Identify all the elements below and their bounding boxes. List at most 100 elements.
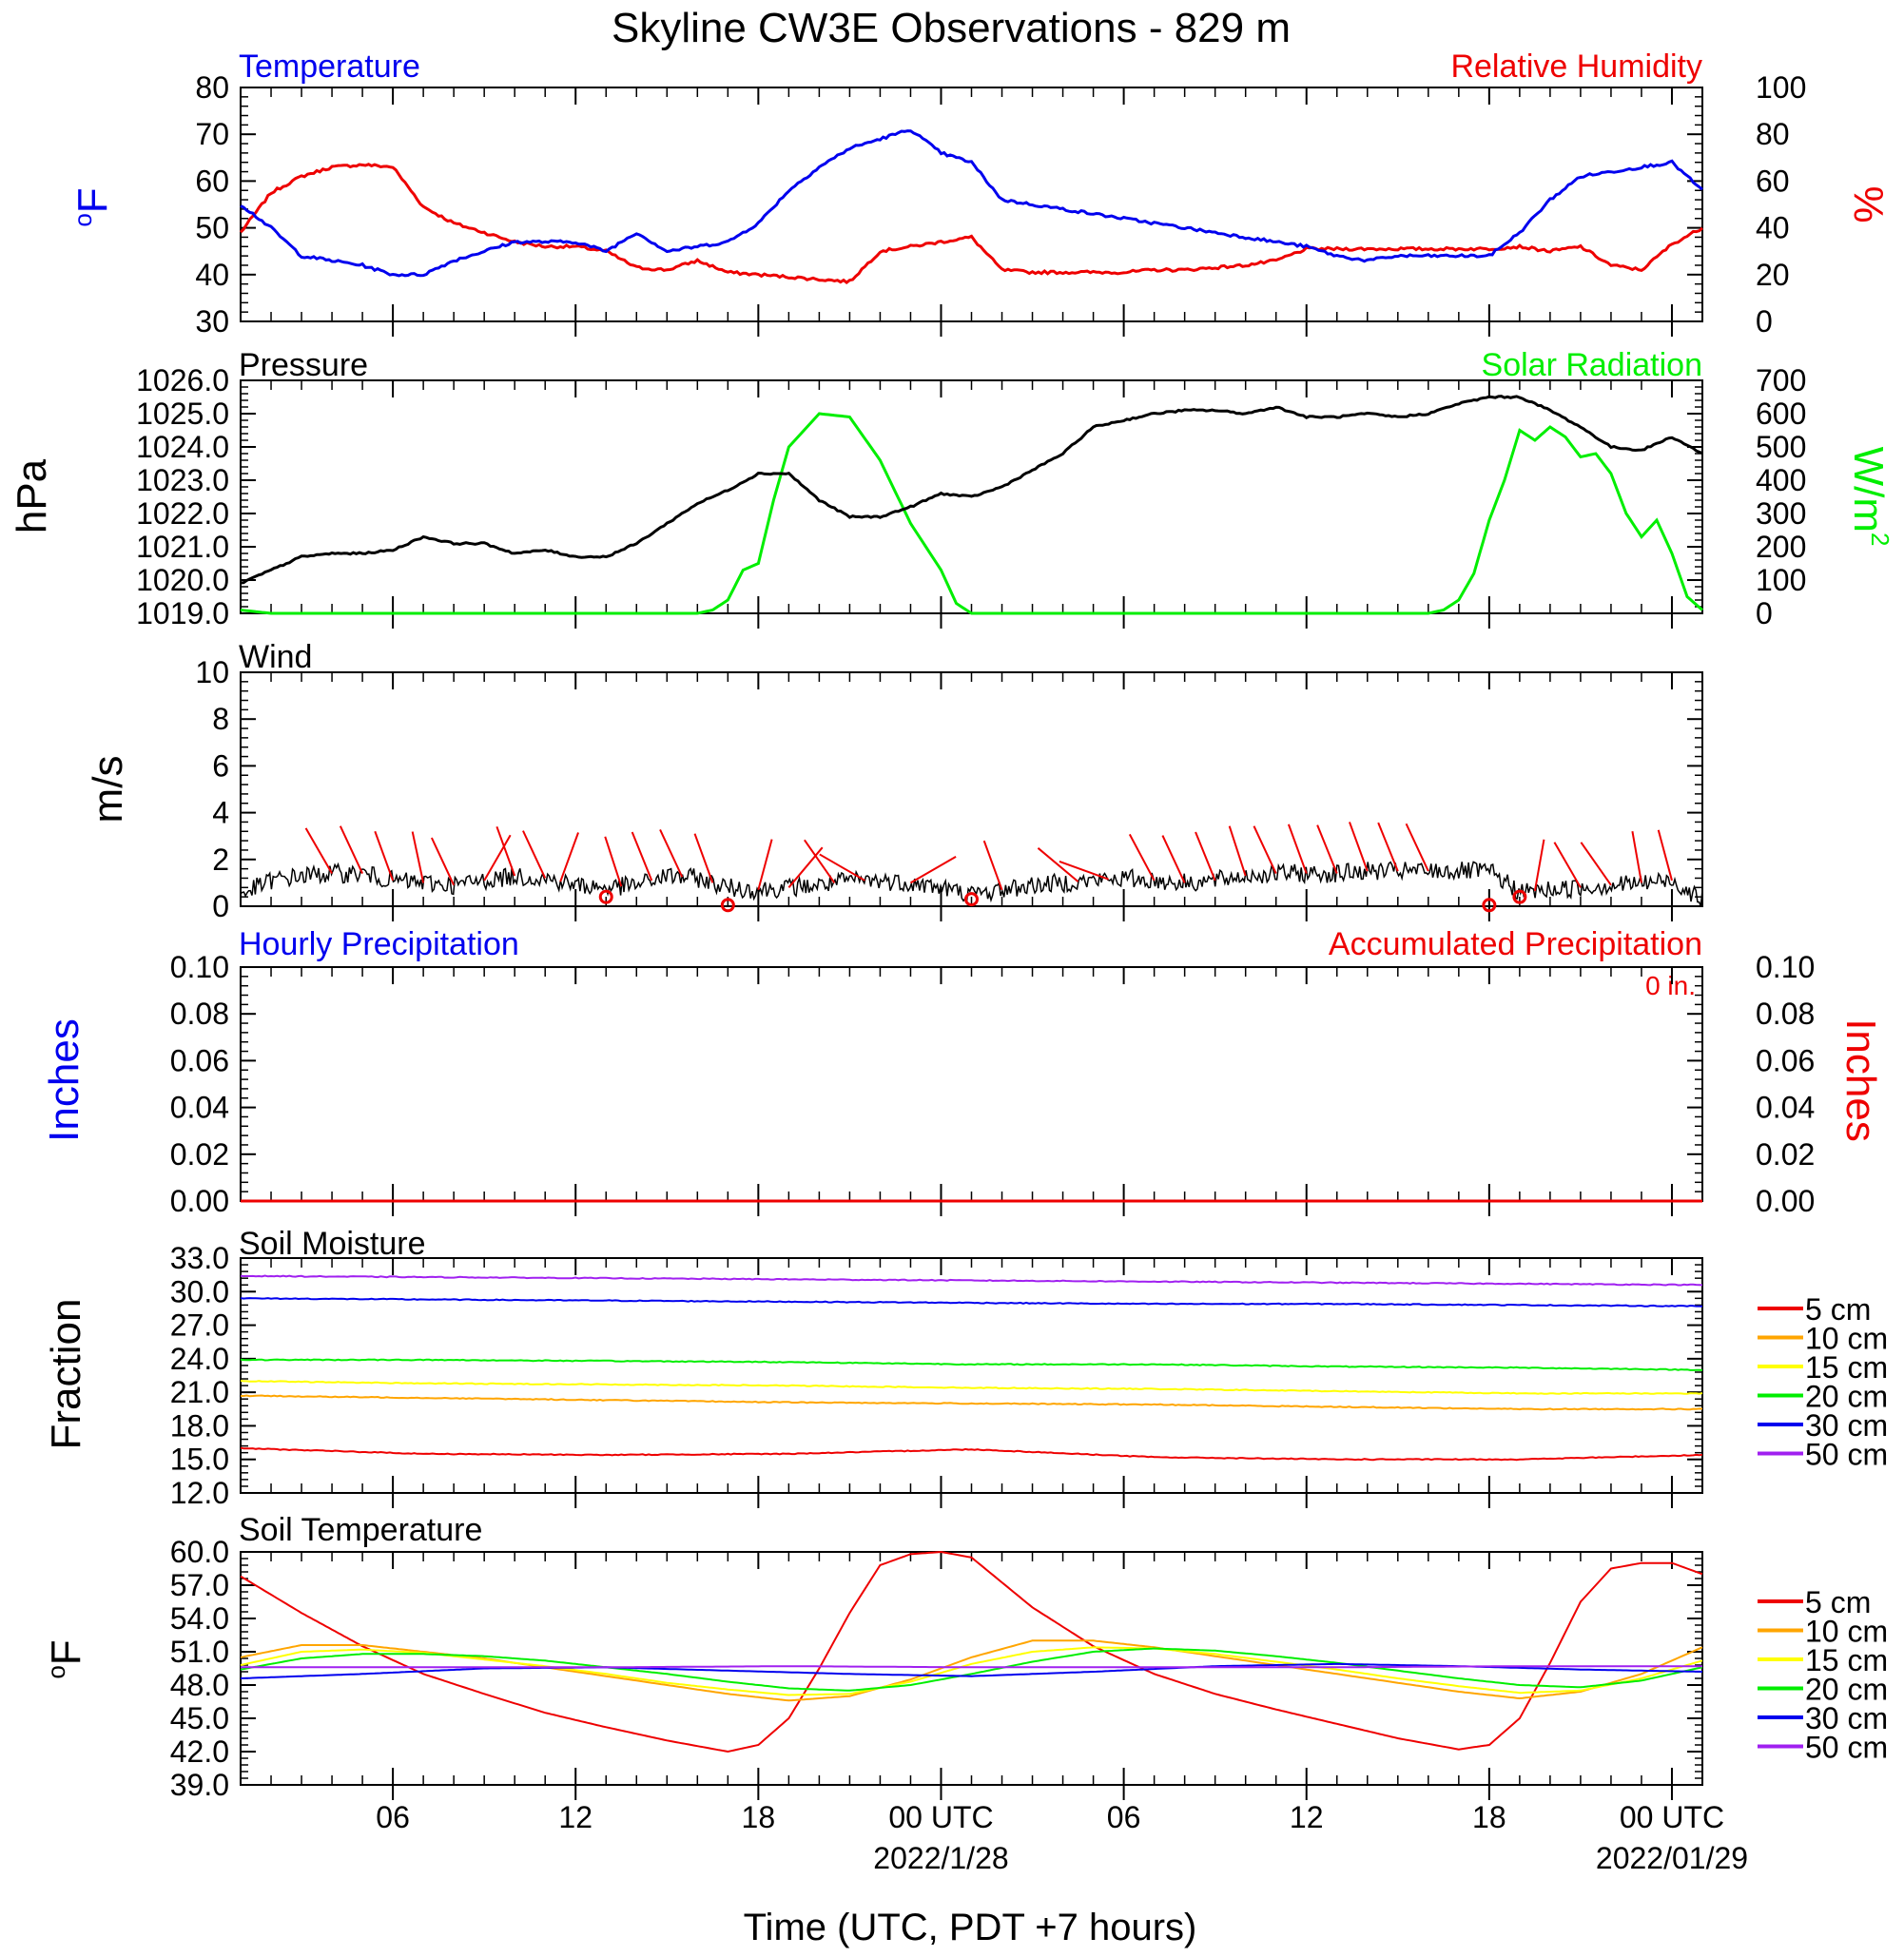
soil-temperature-series-line <box>240 1550 1703 1754</box>
soil-moisture-left-tick-label: 27.0 <box>170 1308 229 1343</box>
precipitation-left-tick-label: 0.00 <box>170 1184 229 1218</box>
wind-barb <box>909 856 957 884</box>
soil-moisture-left-tick-label: 21.0 <box>170 1375 229 1409</box>
pressure-title: Pressure <box>239 347 368 383</box>
temp-humidity-left-tick-label: 50 <box>195 211 229 245</box>
legend-label: 20 cm <box>1805 1673 1888 1707</box>
wind-barb <box>631 831 653 882</box>
soil-moisture-series-line <box>240 1446 1703 1462</box>
x-tick-label: 12 <box>1290 1800 1324 1834</box>
soil-temperature-left-tick-label: 60.0 <box>170 1535 229 1569</box>
soil-temperature-series-line <box>241 1665 1702 1669</box>
unit-degree-mark: o <box>42 1665 70 1678</box>
soil-temperature-frame <box>240 1551 1703 1786</box>
wind-barb <box>1228 825 1247 877</box>
legend-label: 50 cm <box>1805 1731 1888 1765</box>
legend-label: 5 cm <box>1805 1585 1871 1619</box>
svg-text:Fraction: Fraction <box>43 1299 89 1450</box>
soil-temperature-title: Soil Temperature <box>239 1512 482 1548</box>
humidity-title: Relative Humidity <box>1450 48 1702 85</box>
unit-superscript: 2 <box>1866 533 1894 546</box>
wind-barb <box>1349 822 1369 872</box>
wind-barb <box>1631 831 1642 883</box>
wind-barb <box>1059 860 1109 881</box>
wind-frame <box>240 671 1703 907</box>
legend-label: 10 cm <box>1805 1615 1888 1649</box>
x-axis-label: Time (UTC, PDT +7 hours) <box>744 1907 1197 1948</box>
wind-barb <box>1128 833 1156 882</box>
wind-unit: m/s <box>85 756 131 823</box>
wind-barb <box>1195 831 1216 882</box>
precipitation-panel: Hourly Precipitation Accumulated Precipi… <box>41 926 1884 1218</box>
wind-barb <box>339 825 363 874</box>
temp-humidity-right-tick-label: 80 <box>1756 117 1790 151</box>
soil-temperature-unit: oF <box>42 1639 89 1678</box>
wind-barb <box>1287 823 1308 874</box>
accum-precip-title: Accumulated Precipitation <box>1329 926 1702 962</box>
humidity-unit: % <box>1845 185 1892 223</box>
wind-barb <box>819 853 865 882</box>
wind-barb <box>787 846 824 888</box>
wind-barb <box>1377 822 1399 872</box>
x-tick-label: 06 <box>376 1800 410 1834</box>
hourly-precip-title: Hourly Precipitation <box>239 926 519 962</box>
pressure-solar-right-tick-label: 0 <box>1756 596 1773 630</box>
unit-base: W/m <box>1845 447 1892 533</box>
precipitation-left-tick-label: 0.10 <box>170 950 229 984</box>
temp-humidity-right-tick-label: 20 <box>1756 258 1790 292</box>
humidity-series-line <box>239 163 1703 284</box>
pressure-solar-left-tick-label: 1025.0 <box>136 397 229 431</box>
accum-precip-unit: Inches <box>1837 1018 1884 1142</box>
x-tick-label: 00 UTC <box>888 1800 993 1834</box>
temp-humidity-right-tick-label: 60 <box>1756 164 1790 198</box>
wind-barb <box>1316 824 1338 874</box>
figure-title: Skyline CW3E Observations - 829 m <box>612 5 1291 51</box>
temperature-humidity-panel: Temperature Relative Humidity oF % 30 0 40… <box>68 48 1892 339</box>
precipitation-right-tick-label: 0.02 <box>1756 1137 1815 1172</box>
legend-label: 30 cm <box>1805 1408 1888 1443</box>
temp-humidity-left-tick-label: 40 <box>195 258 229 292</box>
pressure-solar-left-tick-label: 1023.0 <box>136 463 229 497</box>
legend-label: 20 cm <box>1805 1380 1888 1414</box>
soil-moisture-left-tick-label: 30.0 <box>170 1274 229 1308</box>
accum-precip-total: 0 in. <box>1645 971 1696 1000</box>
precipitation-right-tick-label: 0.00 <box>1756 1184 1815 1218</box>
wind-barb <box>495 825 516 877</box>
unit-letter: F <box>43 1639 89 1665</box>
x-date-label: 2022/01/29 <box>1596 1841 1748 1875</box>
legend-label: 30 cm <box>1805 1701 1888 1735</box>
wind-barb <box>304 827 333 875</box>
soil-temperature-series-line <box>240 1646 1703 1696</box>
wind-barb <box>1037 847 1079 882</box>
soil-moisture-left-tick-label: 24.0 <box>170 1342 229 1376</box>
soil-moisture-series-line <box>241 1394 1703 1411</box>
wind-barb <box>1253 825 1277 874</box>
wind-barb <box>1580 842 1612 886</box>
pressure-solar-right-tick-label: 700 <box>1756 363 1806 397</box>
precipitation-frame <box>240 966 1703 1202</box>
calm-wind-marker <box>720 898 735 913</box>
temperature-series-line <box>240 129 1703 278</box>
soil-temperature-series-line <box>240 1639 1703 1702</box>
calm-wind-marker <box>1482 898 1497 913</box>
temp-humidity-right-tick-label: 40 <box>1756 211 1790 245</box>
hourly-precip-unit: Inches <box>41 1018 87 1142</box>
time-axis: 06 12 18 00 UTC 06 12 18 00 UTC 2022/1/28 2022/01… <box>376 1800 1748 1875</box>
soil-moisture-left-tick-label: 18.0 <box>170 1408 229 1443</box>
wind-barb <box>1405 823 1429 872</box>
x-tick-label: 18 <box>1472 1800 1506 1834</box>
unit-letter: F <box>69 187 116 213</box>
legend-label: 5 cm <box>1805 1292 1871 1327</box>
soil-moisture-title: Soil Moisture <box>239 1226 426 1262</box>
svg-text:oF: oF <box>68 187 116 226</box>
wind-barb <box>559 832 579 882</box>
soil-temperature-left-tick-label: 39.0 <box>170 1768 229 1802</box>
pressure-solar-right-tick-label: 100 <box>1756 563 1806 597</box>
soil-moisture-left-tick-label: 15.0 <box>170 1443 229 1477</box>
svg-text:Inches: Inches <box>41 1018 87 1142</box>
wind-barb <box>804 839 836 883</box>
pressure-solar-right-tick-label: 500 <box>1756 430 1806 464</box>
temperature-title: Temperature <box>239 48 420 85</box>
